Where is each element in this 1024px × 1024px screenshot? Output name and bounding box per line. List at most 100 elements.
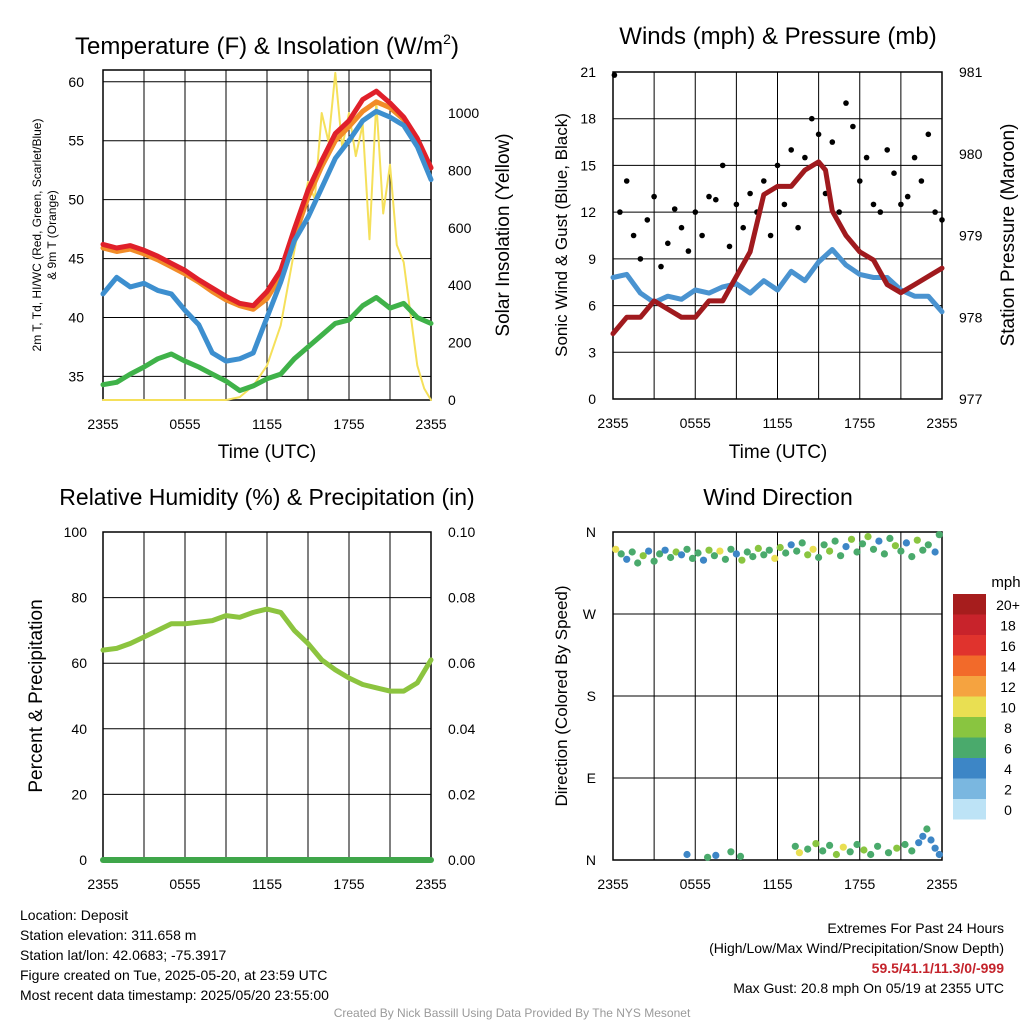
wind-direction-panel: Wind Direction Direction (Colored By Spe… (552, 484, 1021, 892)
wind-direction-point (634, 559, 642, 567)
y-tick-label: 3 (588, 344, 596, 360)
gust-point (863, 154, 870, 161)
gust-point (809, 115, 815, 122)
x-tick-label: 2355 (926, 876, 957, 892)
colorbar-label: 0 (1004, 802, 1012, 818)
wind-direction-point (832, 850, 841, 859)
wind-direction-point (908, 553, 916, 561)
gust-point (925, 131, 932, 138)
wind-direction-point (867, 850, 875, 859)
winds-x-axis-label: Time (UTC) (729, 442, 828, 463)
wind-direction-point (628, 548, 636, 556)
extremes-title: Extremes For Past 24 Hours (827, 920, 1004, 936)
humidity-left-axis-label: Percent & Precipitation (26, 599, 47, 792)
wind-direction-point (915, 839, 923, 847)
wind-direction-point (738, 556, 746, 564)
gust-point (836, 209, 842, 215)
y-tick-label: 40 (71, 721, 87, 737)
gust-point (932, 209, 938, 215)
wind-direction-point (924, 541, 932, 549)
gust-point (904, 193, 911, 200)
y2-tick-label: 200 (448, 335, 472, 351)
wind-direction-point (623, 555, 631, 563)
gust-point (939, 217, 945, 223)
colorbar-swatch (953, 799, 986, 820)
gust-point (637, 256, 644, 262)
x-tick-label: 2355 (926, 415, 957, 431)
colorbar-swatch (953, 737, 986, 758)
colorbar-swatch (953, 635, 986, 656)
gust-point (630, 232, 637, 239)
colorbar-label: 4 (1004, 761, 1012, 777)
y2-tick-label: 0 (448, 392, 456, 408)
wind-direction-point (749, 553, 757, 561)
wind-direction-point (935, 850, 943, 859)
wind-direction-point (826, 547, 834, 555)
winds-chart-title: Winds (mph) & Pressure (mb) (619, 23, 936, 50)
gust-point (726, 243, 733, 250)
y2-tick-label: 400 (448, 277, 472, 293)
gust-point (795, 224, 801, 231)
temperature-chart-title: Temperature (F) & Insolation (W/m2) (75, 31, 459, 60)
x-tick-label: 0555 (169, 416, 200, 432)
wind-direction-point (712, 851, 720, 860)
y-tick-label: 35 (68, 368, 84, 384)
y2-tick-label: 0.04 (448, 721, 475, 737)
wind-direction-point (677, 551, 686, 559)
humidity-chart-title: Relative Humidity (%) & Precipitation (i… (59, 484, 474, 510)
series-line-2m-td (100, 295, 434, 394)
wind-direction-point (927, 836, 935, 844)
gust-point (788, 147, 794, 153)
wind-direction-point (743, 548, 751, 556)
insolation-right-axis-label: Solar Insolation (Yellow) (493, 133, 514, 336)
figure-created: Figure created on Tue, 2025-05-20, at 23… (20, 967, 328, 983)
wind-direction-point (839, 843, 847, 851)
wind-direction-point (672, 548, 680, 556)
y-tick-label: 55 (68, 133, 84, 149)
wind-direction-point (612, 545, 620, 553)
x-tick-label: 1755 (333, 876, 364, 892)
y-tick-label: 6 (588, 298, 596, 314)
colorbar-label: 12 (1000, 679, 1016, 695)
wind-direction-point (694, 549, 702, 557)
x-tick-label: 1155 (252, 416, 282, 432)
gust-point (733, 201, 740, 208)
gust-point (829, 139, 836, 145)
x-tick-label: 1755 (844, 876, 875, 892)
winds-panel: Winds (mph) & Pressure (mb) Time (UTC) S… (552, 23, 1019, 463)
gust-point (644, 217, 651, 223)
wind-direction-point (884, 849, 893, 857)
gust-point (719, 162, 726, 169)
gust-point (898, 201, 904, 208)
wind-direction-point (893, 844, 901, 852)
wind-direction-point (617, 550, 625, 558)
wind-direction-point (716, 547, 724, 555)
wind-direction-point (771, 554, 779, 563)
colorbar-swatch (953, 696, 986, 717)
wind-direction-point (667, 553, 675, 562)
x-tick-label: 2355 (597, 415, 628, 431)
gust-point (877, 209, 884, 215)
humidity-panel: Relative Humidity (%) & Precipitation (i… (26, 484, 475, 892)
wind-direction-point (919, 546, 927, 554)
wind-direction-point (639, 552, 647, 560)
wind-left-axis-label: Sonic Wind & Gust (Blue, Black) (552, 113, 571, 357)
wind-direction-point (886, 534, 894, 543)
wind-direction-point (931, 844, 939, 852)
station-latlon: Station lat/lon: 42.0683; -75.3917 (20, 947, 227, 963)
wind-direction-point (699, 556, 708, 564)
gust-point (713, 196, 719, 203)
y2-tick-label: 0.10 (448, 524, 475, 540)
temperature-x-axis-label: Time (UTC) (218, 442, 317, 463)
series-line-2m-t (100, 88, 434, 309)
wind-direction-point (815, 553, 823, 562)
x-tick-label: 2355 (415, 416, 446, 432)
colorbar-swatch (953, 778, 986, 799)
y-tick-label: 0 (79, 852, 87, 868)
y-tick-label: 0 (588, 391, 596, 407)
wind-direction-point (819, 847, 827, 855)
gust-point (774, 162, 781, 169)
wind-direction-point (847, 535, 856, 543)
gust-point (611, 72, 618, 78)
wind-direction-point (869, 545, 878, 553)
